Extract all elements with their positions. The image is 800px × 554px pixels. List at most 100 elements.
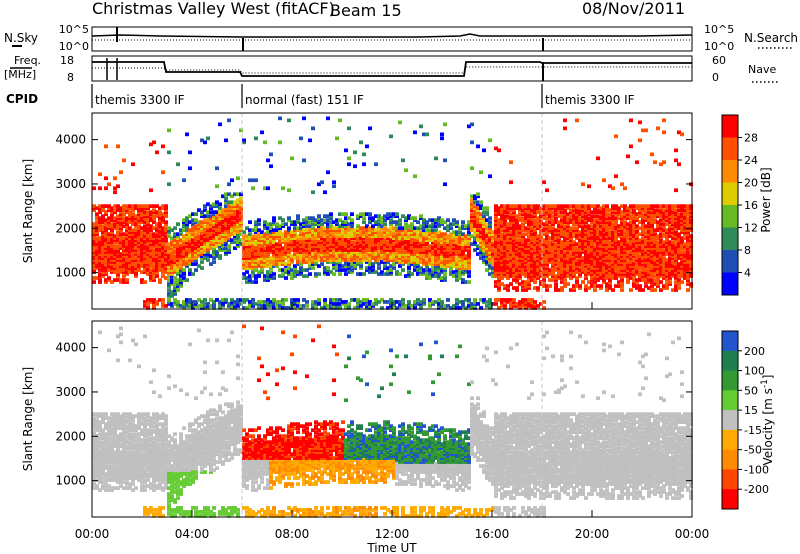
heat-cell-0-210: [110, 218, 114, 222]
heat-cell-0-1303: [224, 238, 228, 242]
heat-cell-0-2717: [389, 234, 393, 238]
heat-cell-0-520: [140, 216, 144, 220]
heat-cell-0-680: [155, 238, 159, 242]
heat-cell-0-356: [125, 248, 129, 252]
heat-cell-0-2731: [392, 262, 396, 266]
heat-cell-0-2868: [407, 232, 411, 236]
heat-cell-0-1370: [230, 204, 234, 208]
heat-cell-0-1504: [248, 278, 252, 282]
heat-cell-0-2370: [347, 240, 351, 244]
heat-cell-0-21: [92, 232, 96, 236]
heat-cell-0-1888: [293, 270, 297, 274]
heat-cell-0-2874: [410, 272, 414, 276]
heat-cell-0-1564: [254, 252, 258, 256]
heat-cell-0-2537: [368, 250, 372, 254]
heat-cell-0-2108: [317, 214, 321, 218]
heat-cell-0-1070: [197, 298, 201, 302]
heat-cell-0-2577: [371, 218, 375, 222]
heat-cell-0-1604: [260, 306, 264, 310]
frequency-left-tick-top: 18: [60, 54, 74, 67]
heat-cell-0-77: [98, 226, 102, 230]
heat-cell-0-2793: [398, 236, 402, 240]
heat-cell-0-825: [170, 302, 174, 306]
heat-cell-0-948: [182, 252, 186, 256]
heat-cell-0-1068: [194, 212, 198, 216]
heat-cell-0-2435: [356, 258, 360, 262]
heat-cell-0-2061: [314, 262, 318, 266]
heat-cell-0-2155: [323, 228, 327, 232]
heat-cell-0-2704: [389, 270, 393, 274]
heat-cell-0-1755: [275, 232, 279, 236]
heat-cell-0-2738: [392, 246, 396, 250]
heat-cell-0-494: [137, 206, 141, 210]
heat-cell-0-2294: [338, 228, 342, 232]
heat-cell-0-2580: [374, 300, 378, 304]
heat-cell-0-1932: [296, 216, 300, 220]
heat-cell-0-1229: [215, 230, 219, 234]
heat-cell-0-820: [167, 226, 171, 230]
heat-cell-0-1760: [278, 306, 282, 310]
heat-cell-0-1485: [245, 266, 249, 270]
heat-cell-0-2181: [326, 228, 330, 232]
heat-cell-0-2594: [374, 238, 378, 242]
heat-cell-0-260: [116, 246, 120, 250]
heat-cell-0-1511: [248, 258, 252, 262]
heat-cell-0-591: [146, 206, 150, 210]
heat-cell-0-1982: [302, 158, 306, 163]
heat-cell-0-2031: [311, 266, 315, 270]
heat-cell-0-411: [131, 258, 135, 262]
heat-cell-0-1673: [266, 236, 270, 240]
heat-cell-0-2529: [368, 270, 372, 274]
heat-cell-0-818: [167, 230, 171, 234]
heat-cell-0-601: [149, 262, 153, 266]
heat-cell-0-42: [95, 244, 99, 248]
heat-cell-0-4251: [545, 188, 549, 193]
heat-cell-0-742: [161, 244, 165, 248]
heat-cell-0-1925: [296, 240, 300, 244]
heat-cell-0-1357: [230, 232, 234, 236]
heat-cell-0-1669: [266, 244, 270, 248]
heat-cell-0-2948: [419, 272, 423, 276]
heat-cell-0-2405: [350, 212, 354, 216]
heat-cell-0-511: [140, 240, 144, 244]
heat-cell-0-1969: [302, 248, 306, 252]
heat-cell-0-669: [155, 260, 159, 264]
heat-cell-0-1900: [293, 238, 297, 242]
heat-cell-0-2936: [416, 244, 420, 248]
heat-cell-0-2812: [401, 246, 405, 250]
heat-cell-0-493: [137, 208, 141, 212]
heat-cell-0-2986: [422, 240, 426, 244]
heat-cell-0-1448: [239, 204, 243, 208]
heat-cell-0-2631: [380, 270, 384, 274]
heat-cell-0-4750: [593, 288, 597, 292]
heat-cell-0-984: [185, 232, 189, 236]
heat-cell-0-2725: [389, 212, 393, 216]
heat-cell-0-2226: [332, 258, 336, 262]
heat-cell-0-503: [140, 256, 144, 260]
heat-cell-0-1909: [296, 304, 300, 308]
heat-cell-0-144: [104, 226, 108, 230]
heat-cell-0-2030: [311, 300, 315, 304]
heat-cell-0-448: [134, 248, 138, 252]
heat-cell-0-837: [170, 264, 174, 268]
heat-cell-0-916: [179, 278, 183, 282]
heat-cell-0-1866: [290, 268, 294, 272]
heat-cell-0-2446: [356, 230, 360, 234]
heat-cell-0-2724: [389, 214, 393, 218]
heat-cell-0-562: [146, 268, 150, 272]
heat-cell-0-527: [143, 300, 147, 304]
heat-cell-0-839: [170, 260, 174, 264]
heat-cell-0-1985: [305, 300, 309, 304]
heat-cell-0-110: [101, 232, 105, 236]
heat-cell-0-962: [182, 218, 186, 222]
heat-cell-0-1908: [293, 220, 297, 224]
heat-cell-0-69: [98, 250, 102, 254]
heat-cell-0-2978: [422, 260, 426, 264]
heat-cell-0-1176: [209, 230, 213, 234]
heat-cell-0-1684: [269, 274, 273, 278]
heat-cell-0-2282: [338, 252, 342, 256]
heat-cell-0-2096: [317, 238, 321, 242]
heat-cell-0-2538: [368, 248, 372, 252]
heat-cell-0-1204: [212, 232, 216, 236]
heat-cell-0-2923: [416, 272, 420, 276]
